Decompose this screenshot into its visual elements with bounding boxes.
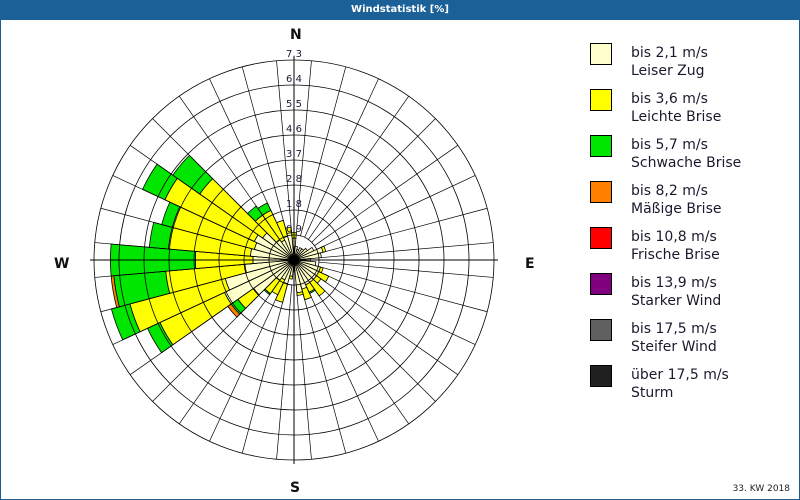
legend-label: Leichte Brise xyxy=(631,109,722,125)
week-label: 33. KW 2018 xyxy=(732,484,790,494)
radial-tick-label: 2,8 xyxy=(286,174,302,185)
legend-range: bis 2,1 m/s xyxy=(631,45,708,61)
legend-swatch xyxy=(590,273,612,295)
radial-tick-label: 5,5 xyxy=(286,99,302,110)
legend-label: Frische Brise xyxy=(631,247,720,263)
radial-tick-label: 6,4 xyxy=(286,74,302,85)
radial-tick-label: 1,8 xyxy=(286,199,302,210)
wind-rose: 0,9 1,8 2,8 3,7 4,6 5,5 6,4 7,3 xyxy=(90,49,498,464)
legend-range: bis 8,2 m/s xyxy=(631,183,708,199)
legend-label: Mäßige Brise xyxy=(631,201,722,217)
legend-swatch xyxy=(590,319,612,341)
legend-swatch xyxy=(590,135,612,157)
legend-label: Sturm xyxy=(631,385,674,401)
legend-range: bis 17,5 m/s xyxy=(631,321,717,337)
legend-swatch xyxy=(590,365,612,387)
legend-range: bis 10,8 m/s xyxy=(631,229,717,245)
legend-swatch xyxy=(590,227,612,249)
legend-label: Leiser Zug xyxy=(631,63,705,79)
compass-north: N xyxy=(290,27,302,43)
legend-swatch xyxy=(590,43,612,65)
compass-south: S xyxy=(290,480,301,496)
radial-tick-label: 4,6 xyxy=(286,124,302,135)
radial-tick-label: 7,3 xyxy=(286,49,302,60)
legend-label: Steifer Wind xyxy=(631,339,717,355)
compass-west: W xyxy=(54,256,70,272)
legend-label: Schwache Brise xyxy=(631,155,742,171)
radial-tick-labels: 0,9 1,8 2,8 3,7 4,6 5,5 6,4 7,3 xyxy=(286,49,302,235)
legend-label: Starker Wind xyxy=(631,293,722,309)
wind-sector xyxy=(296,291,304,296)
radial-tick-label: 3,7 xyxy=(286,149,302,160)
radial-tick-label: 0,9 xyxy=(286,224,302,235)
legend-range: bis 5,7 m/s xyxy=(631,137,708,153)
legend-swatch xyxy=(590,89,612,111)
legend-range: bis 3,6 m/s xyxy=(631,91,708,107)
compass-east: E xyxy=(525,256,535,272)
legend-swatch xyxy=(590,181,612,203)
chart-title: Windstatistik [%] xyxy=(0,0,800,20)
polar-grid xyxy=(90,56,498,464)
legend-range: über 17,5 m/s xyxy=(631,367,729,383)
legend-range: bis 13,9 m/s xyxy=(631,275,717,291)
